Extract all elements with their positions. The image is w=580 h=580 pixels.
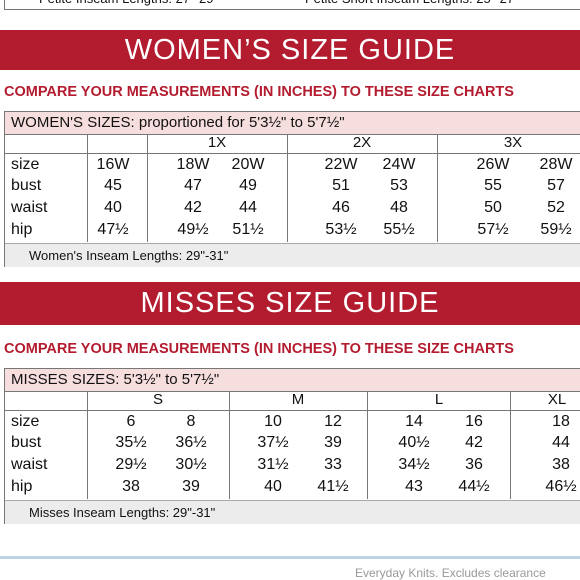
measurement: 59½: [540, 221, 572, 238]
row-label: bust: [11, 434, 42, 451]
measurement: 33: [324, 456, 342, 473]
section-banner: MISSES SIZE GUIDE: [0, 282, 580, 325]
size-table: MISSES SIZES: 5'3½" to 5'7½" S M L XL size 6 8 1…: [4, 368, 580, 524]
row-label: size: [11, 413, 40, 430]
measurement: 53: [390, 177, 408, 194]
measurement: 18W: [176, 156, 210, 173]
measurement: 50: [484, 199, 502, 216]
measurement: 53½: [325, 221, 357, 238]
measurement: 39: [324, 434, 342, 451]
measurement: 42: [465, 434, 483, 451]
size-group-label: L: [434, 391, 444, 408]
measurement: 16: [465, 413, 483, 430]
measurement: 43: [405, 478, 423, 495]
column-divider: [510, 392, 511, 499]
measurement: 29½: [115, 456, 147, 473]
measurement: 52: [547, 199, 565, 216]
section-subheading: COMPARE YOUR MEASUREMENTS (IN INCHES) TO…: [4, 84, 514, 100]
measurement: 16W: [96, 156, 130, 173]
measurement: 41½: [317, 478, 349, 495]
measurement: 36½: [175, 434, 207, 451]
measurement: 40½: [398, 434, 430, 451]
top-strip-text: Petite Short Inseam Lengths: 25"-27": [305, 0, 519, 6]
column-divider: [87, 135, 88, 242]
measurement: 51½: [232, 221, 264, 238]
size-group-label: 2X: [352, 134, 372, 151]
column-divider: [147, 135, 148, 242]
row-label: bust: [11, 177, 42, 194]
top-strip: Petite Inseam Lengths: 27"-29" Petite Sho…: [4, 0, 580, 10]
bottom-rule: [0, 556, 580, 559]
measurement: 55½: [383, 221, 415, 238]
measurement: 14: [405, 413, 423, 430]
measurement: 42: [184, 199, 202, 216]
table-title: MISSES SIZES: 5'3½" to 5'7½": [5, 369, 580, 392]
measurement: 38: [552, 456, 570, 473]
measurement: 47½: [97, 221, 129, 238]
size-group-label: XL: [547, 391, 567, 408]
section-banner: WOMEN’S SIZE GUIDE: [0, 30, 580, 70]
measurement: 37½: [257, 434, 289, 451]
measurement: 46: [332, 199, 350, 216]
measurement: 20W: [231, 156, 265, 173]
measurement: 46½: [545, 478, 577, 495]
measurement: 28W: [539, 156, 573, 173]
measurement: 44: [239, 199, 257, 216]
measurement: 45: [104, 177, 122, 194]
size-group-label: 1X: [207, 134, 227, 151]
group-row: [5, 135, 580, 154]
measurement: 49½: [177, 221, 209, 238]
measurement: 22W: [324, 156, 358, 173]
size-group-label: M: [291, 391, 305, 408]
measurement: 39: [182, 478, 200, 495]
column-divider: [229, 392, 230, 499]
size-group-label: S: [152, 391, 164, 408]
measurement: 24W: [382, 156, 416, 173]
measurement: 55: [484, 177, 502, 194]
table-title: WOMEN'S SIZES: proportioned for 5'3½" to…: [5, 112, 580, 135]
measurement: 12: [324, 413, 342, 430]
row-label: hip: [11, 478, 33, 495]
measurement: 57: [547, 177, 565, 194]
measurement: 38: [122, 478, 140, 495]
measurement: 57½: [477, 221, 509, 238]
measurement: 26W: [476, 156, 510, 173]
size-group-label: 3X: [503, 134, 523, 151]
measurement: 18: [552, 413, 570, 430]
group-row: [5, 392, 580, 411]
top-strip-text: Petite Inseam Lengths: 27"-29": [39, 0, 218, 6]
measurement: 6: [126, 413, 136, 430]
footer-note: Everyday Knits. Excludes clearance: [355, 566, 546, 580]
measurement: 47: [184, 177, 202, 194]
measurement: 35½: [115, 434, 147, 451]
measurement: 48: [390, 199, 408, 216]
column-divider: [367, 392, 368, 499]
measurement: 44½: [458, 478, 490, 495]
inseam-note: Women's Inseam Lengths: 29"-31": [5, 243, 580, 267]
inseam-note: Misses Inseam Lengths: 29"-31": [5, 500, 580, 524]
measurement: 8: [186, 413, 196, 430]
measurement: 31½: [257, 456, 289, 473]
measurement: 40: [264, 478, 282, 495]
size-table: WOMEN'S SIZES: proportioned for 5'3½" to…: [4, 111, 580, 267]
column-divider: [287, 135, 288, 242]
measurement: 44: [552, 434, 570, 451]
column-divider: [437, 135, 438, 242]
row-label: size: [11, 156, 40, 173]
row-label: waist: [11, 456, 48, 473]
measurement: 30½: [175, 456, 207, 473]
row-label: waist: [11, 199, 48, 216]
measurement: 49: [239, 177, 257, 194]
measurement: 40: [104, 199, 122, 216]
measurement: 51: [332, 177, 350, 194]
column-divider: [87, 392, 88, 499]
row-label: hip: [11, 221, 33, 238]
measurement: 10: [264, 413, 282, 430]
measurement: 34½: [398, 456, 430, 473]
measurement: 36: [465, 456, 483, 473]
section-subheading: COMPARE YOUR MEASUREMENTS (IN INCHES) TO…: [4, 341, 514, 357]
